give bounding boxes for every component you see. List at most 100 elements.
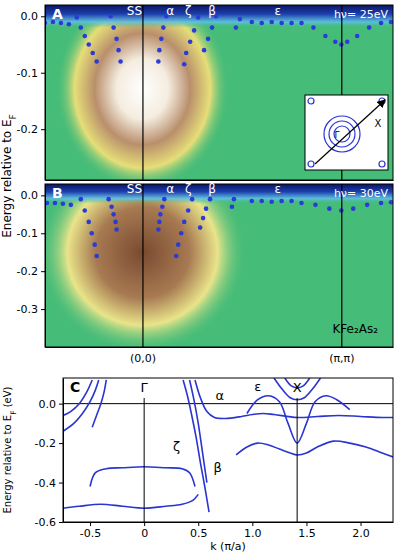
band-point — [182, 220, 187, 225]
tick-label: -0.2 — [17, 123, 38, 136]
band-point — [299, 201, 304, 206]
tick — [142, 5, 143, 180]
band-point — [69, 203, 74, 208]
plot-area — [45, 184, 393, 347]
band-point — [389, 20, 393, 25]
intensity-dome — [45, 184, 247, 347]
tick: 1.5 — [298, 522, 316, 540]
tick-mark — [90, 522, 91, 526]
tick: 0.0 — [21, 10, 46, 23]
band-point — [94, 59, 99, 64]
tick-mark — [59, 483, 63, 484]
band-point — [259, 21, 264, 26]
intensity-fermi-band — [45, 184, 393, 204]
annotation: α — [166, 182, 174, 196]
tick: 0 — [141, 522, 148, 540]
band-point — [198, 225, 203, 230]
axis: -0.500.51.01.52.0 — [64, 522, 394, 540]
tick-label: (0,0) — [130, 352, 156, 365]
fermi-surface — [329, 121, 355, 147]
band-line — [274, 378, 321, 400]
tick-mark — [59, 404, 63, 405]
band-point — [156, 227, 161, 232]
tick-mark — [142, 5, 143, 180]
band-line — [190, 380, 207, 483]
band-point — [90, 51, 95, 56]
tick-label: 1.0 — [244, 527, 262, 540]
tick-label: 0.0 — [39, 398, 57, 411]
band-point — [82, 34, 87, 39]
symmetry-point-label: X — [293, 380, 302, 395]
fermi-surface — [324, 116, 360, 152]
annotation: ε — [254, 379, 261, 394]
tick-label: 0 — [141, 527, 148, 540]
band-point — [174, 254, 179, 259]
annotation: SS — [127, 182, 142, 196]
annotation: ζ — [185, 182, 192, 196]
cut-arrow — [315, 100, 385, 164]
band-point — [114, 227, 119, 232]
band-point — [196, 15, 201, 20]
annotation: ζ — [173, 439, 180, 454]
band-point — [279, 199, 284, 204]
tick-mark — [198, 522, 199, 526]
annotation: β — [208, 182, 216, 196]
band-point — [118, 59, 123, 64]
tick-label: -0.2 — [17, 265, 38, 278]
panel: -0.500.51.01.52.00.0-0.2-0.4-0.6ΓXαεζβC — [35, 378, 394, 540]
band-point — [232, 197, 237, 202]
panel-title: C — [70, 379, 80, 395]
band-point — [179, 231, 184, 236]
tick: 0.0 — [39, 398, 64, 411]
tick-label: 0.0 — [21, 10, 39, 23]
label-subscript: F — [8, 114, 18, 119]
inset-label: Γ — [334, 130, 339, 140]
band-point — [365, 203, 370, 208]
band-point — [379, 201, 384, 206]
band-point — [204, 206, 209, 211]
fermi-surface — [308, 98, 314, 104]
tick-label: -0.5 — [80, 527, 101, 540]
annotation: β — [214, 460, 222, 475]
band-point — [327, 206, 332, 211]
fermi-surface — [308, 161, 314, 167]
band-point — [113, 220, 118, 225]
band-point — [176, 242, 181, 247]
band-point — [230, 204, 235, 209]
band-point — [259, 199, 264, 204]
band-point — [351, 206, 356, 211]
band-point — [89, 231, 94, 236]
plot-background — [63, 378, 393, 522]
band-point — [201, 216, 206, 221]
axis — [46, 5, 394, 181]
tick-mark — [142, 184, 143, 347]
band-point — [106, 197, 111, 202]
tick-label: 1.5 — [298, 527, 316, 540]
band-point — [86, 220, 91, 225]
band-point — [94, 254, 99, 259]
tick-mark — [41, 309, 45, 310]
panel: 0.0-0.1-0.2SSαζβεΓXAhν= 25eV — [17, 0, 394, 191]
subtitle: hν= 30eV — [334, 187, 389, 200]
band-point — [53, 201, 58, 206]
axis: 0.0-0.2-0.4-0.6 — [35, 379, 64, 530]
tick: -0.1 — [17, 67, 45, 80]
band-point — [111, 212, 116, 217]
band-line — [90, 467, 195, 487]
annotation: ε — [274, 4, 281, 18]
band-point — [192, 28, 197, 33]
tick-label: (π,π) — [329, 352, 354, 365]
tick: -0.1 — [17, 227, 45, 240]
band-point — [159, 37, 164, 42]
band-line — [236, 441, 393, 457]
tick-label: -0.4 — [35, 477, 56, 490]
band-point — [250, 20, 255, 25]
tick-mark — [41, 271, 45, 272]
band-point — [190, 197, 195, 202]
tick-mark — [361, 522, 362, 526]
tick-mark — [59, 443, 63, 444]
band-point — [186, 208, 191, 213]
band-point — [157, 220, 162, 225]
inset-frame — [305, 95, 388, 170]
panel-title: A — [52, 6, 63, 22]
